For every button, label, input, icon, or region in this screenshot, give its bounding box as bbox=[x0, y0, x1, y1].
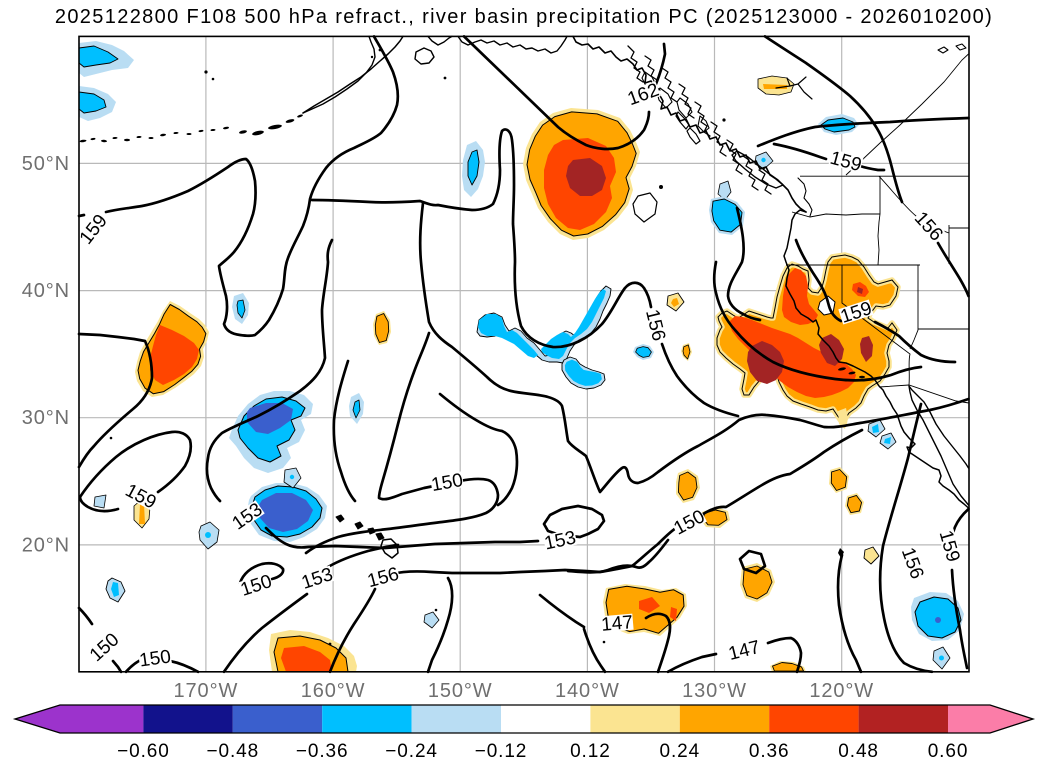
svg-text:0.60: 0.60 bbox=[928, 741, 969, 762]
svg-text:−0.12: −0.12 bbox=[475, 741, 528, 762]
svg-text:150: 150 bbox=[138, 646, 172, 671]
svg-text:50°N: 50°N bbox=[22, 153, 70, 175]
svg-text:0.48: 0.48 bbox=[838, 741, 879, 762]
svg-text:0.12: 0.12 bbox=[570, 741, 611, 762]
svg-text:−0.48: −0.48 bbox=[207, 741, 260, 762]
svg-text:−0.60: −0.60 bbox=[117, 741, 170, 762]
svg-text:160°W: 160°W bbox=[301, 680, 366, 702]
svg-text:−0.24: −0.24 bbox=[385, 741, 438, 762]
svg-text:0.36: 0.36 bbox=[749, 741, 790, 762]
svg-text:140°W: 140°W bbox=[555, 680, 620, 702]
svg-text:170°W: 170°W bbox=[174, 680, 239, 702]
svg-text:40°N: 40°N bbox=[22, 280, 70, 302]
svg-text:130°W: 130°W bbox=[682, 680, 747, 702]
svg-text:−0.36: −0.36 bbox=[296, 741, 349, 762]
svg-text:0.24: 0.24 bbox=[660, 741, 701, 762]
svg-text:30°N: 30°N bbox=[22, 407, 70, 429]
svg-text:2025122800 F108 500 hPa refrac: 2025122800 F108 500 hPa refract., river … bbox=[55, 6, 993, 28]
svg-text:20°N: 20°N bbox=[22, 534, 70, 556]
svg-text:147: 147 bbox=[600, 612, 633, 636]
svg-text:120°W: 120°W bbox=[809, 680, 874, 702]
svg-text:150°W: 150°W bbox=[428, 680, 493, 702]
